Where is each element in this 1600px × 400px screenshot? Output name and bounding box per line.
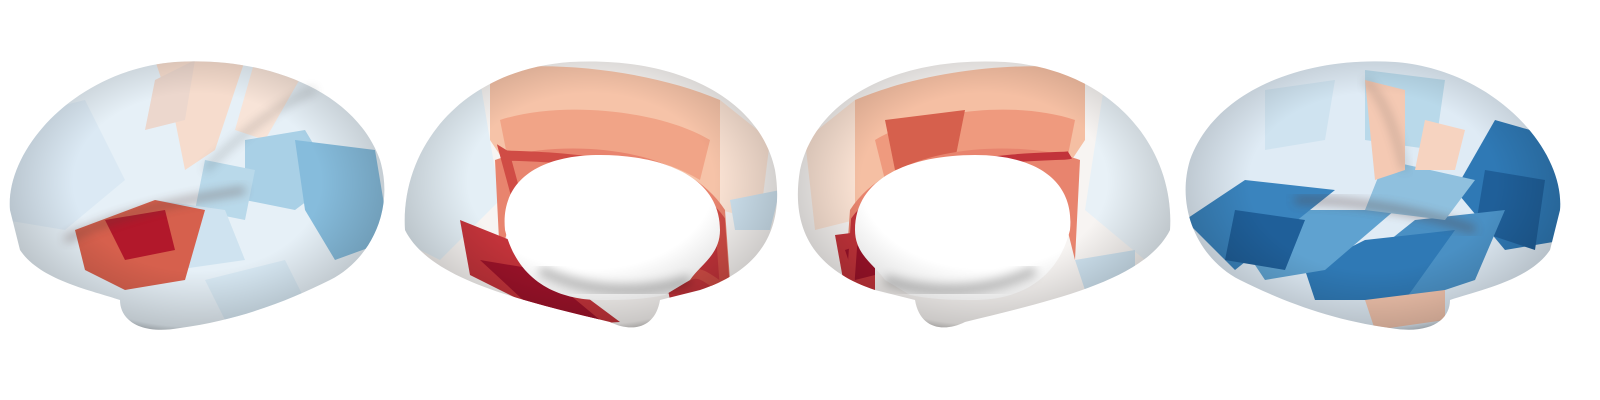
brain-left-lateral xyxy=(9,61,385,330)
brain-left-medial xyxy=(404,61,778,328)
brain-right-lateral xyxy=(1185,61,1561,330)
brain-right-medial xyxy=(797,61,1171,328)
